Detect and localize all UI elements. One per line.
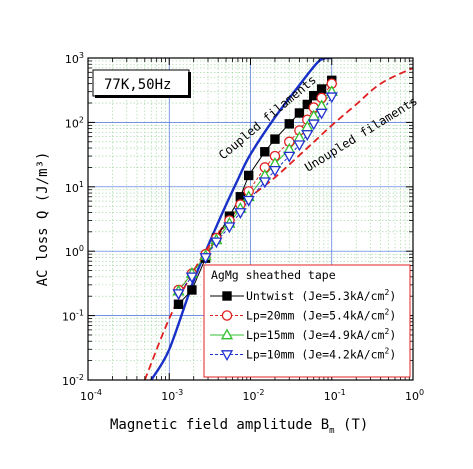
uncoupled-filaments-curve [143,67,413,380]
data-point-series-3 [242,195,255,207]
x-axis-title-unit: (T) [343,417,368,433]
legend-entry-label: Untwist (Je=5.3kA/cm2) [246,288,396,303]
legend-marker [220,328,234,340]
legend-marker [222,291,232,301]
x-tick-label: 10-2 [243,388,265,403]
legend-marker [221,310,233,321]
data-point-series-3 [199,253,212,264]
x-tick-label: 100 [405,388,424,403]
y-axis-title: AC loss Q (J/m³) [35,152,51,287]
data-point-series-0 [243,170,254,181]
data-point-series-0 [294,108,305,118]
x-tick-labels: 10-4 10-3 10-2 10-1 100 [80,388,424,403]
data-point-series-3 [268,166,282,177]
y-tick-label: 10-1 [62,309,84,324]
svg-text:Magnetic field amplitude Bm (T: Magnetic field amplitude Bm (T) [110,417,368,436]
data-point-series-3 [283,151,296,163]
data-point-series-3 [315,108,328,120]
y-tick-label: 100 [65,244,84,259]
data-point-series-3 [172,289,185,301]
data-point-series-3 [185,272,199,284]
y-tick-labels: 10-2 10-1 100 101 102 103 [62,51,84,388]
legend: AgMg sheathed tape Untwist (Je=5.3kA/cm2… [203,264,411,378]
data-point-series-3 [234,208,247,219]
data-markers [172,75,338,309]
data-point-series-3 [301,130,314,141]
data-point-series-0 [270,134,280,144]
x-axis-title-group: Magnetic field amplitude Bm (T) [110,417,368,436]
legend-entry-label: Lp=15mm (Je=4.9kA/cm2) [246,327,396,342]
data-point-series-0 [173,299,184,309]
legend-marker [220,350,234,362]
x-tick-label: 10-4 [80,388,102,403]
x-tick-label: 10-1 [324,388,346,403]
data-point-series-0 [260,147,270,157]
y-tick-label: 102 [65,115,84,130]
data-point-series-0 [316,84,327,94]
data-point-series-3 [307,119,320,131]
y-tick-label: 103 [65,51,84,66]
data-point-series-3 [325,92,338,104]
condition-label-box: 77K,50Hz [92,69,191,98]
data-point-series-0 [187,285,197,295]
condition-label: 77K,50Hz [104,77,171,93]
reference-curves [143,58,413,380]
legend-title: AgMg sheathed tape [211,268,336,282]
x-axis-title-subscript: m [329,426,334,436]
data-point-series-3 [210,237,223,249]
data-point-series-3 [258,177,271,189]
x-tick-label: 10-3 [161,388,183,403]
x-axis-title: Magnetic field amplitude B [110,417,329,433]
legend-entry-label: Lp=10mm (Je=4.2kA/cm2) [246,347,396,362]
coupled-filaments-curve [150,58,333,380]
data-point-series-0 [284,119,294,129]
data-point-series-3 [293,140,306,152]
data-point-series-3 [223,222,236,234]
legend-entry-label: Lp=20mm (Je=5.4kA/cm2) [246,308,396,323]
y-tick-label: 101 [65,180,84,195]
y-tick-label: 10-2 [62,373,84,388]
